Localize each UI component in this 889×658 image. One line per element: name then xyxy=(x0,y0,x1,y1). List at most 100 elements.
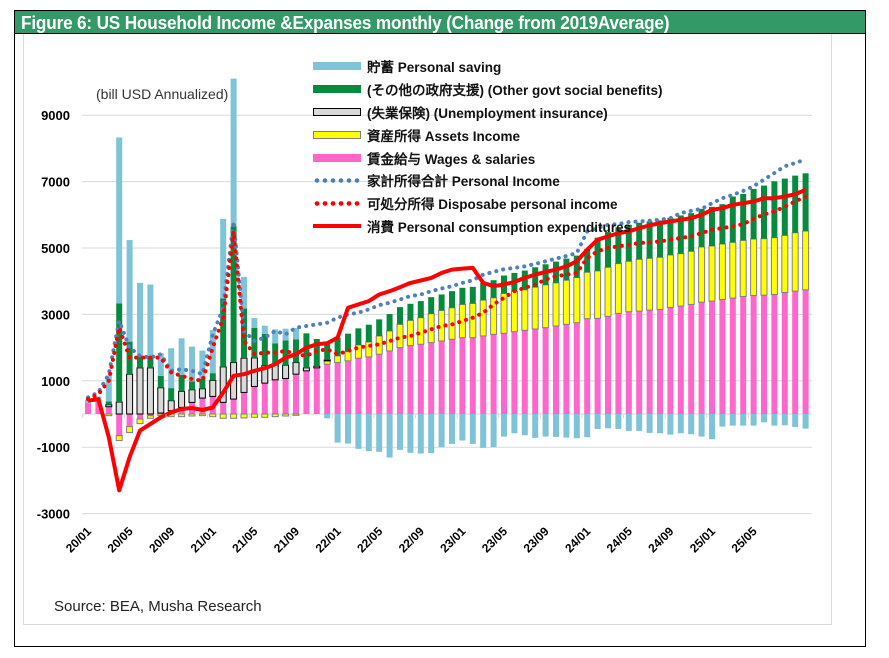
bar-govt xyxy=(282,340,289,366)
bar-govt xyxy=(209,373,216,381)
legend-item-saving: 貯蓄 Personal saving xyxy=(313,55,663,78)
bar-govt xyxy=(355,328,362,345)
bar-assets xyxy=(542,284,550,329)
bar-saving xyxy=(594,414,601,429)
bar-unemployment xyxy=(292,362,300,375)
bar-wages xyxy=(386,350,393,414)
legend-item-consumption: 消費 Personal consumption expenditures xyxy=(313,215,663,238)
bar-wages xyxy=(750,295,757,414)
bar-wages xyxy=(553,326,559,414)
bar-wages xyxy=(355,358,362,414)
bar-govt xyxy=(365,324,372,342)
bar-assets xyxy=(562,279,570,325)
bar-wages xyxy=(220,402,227,414)
bar-saving xyxy=(532,414,539,438)
y-tick-label: -1000 xyxy=(37,440,70,455)
bar-assets xyxy=(791,232,799,292)
bar-wages xyxy=(605,316,611,414)
bar-govt xyxy=(376,319,383,336)
bar-saving xyxy=(667,414,674,435)
bar-govt xyxy=(657,220,663,258)
bar-assets xyxy=(750,238,758,296)
bar-govt xyxy=(417,301,424,318)
bar-govt xyxy=(189,381,195,390)
bar-saving xyxy=(501,414,507,437)
x-tick-label: 21/05 xyxy=(229,524,260,555)
bar-govt xyxy=(729,196,736,243)
bar-govt xyxy=(220,298,227,367)
bar-saving xyxy=(334,414,341,443)
bar-assets xyxy=(261,413,269,418)
bar-wages xyxy=(126,414,133,427)
bar-assets xyxy=(625,260,633,313)
legend-swatch-assets xyxy=(313,130,361,139)
bar-saving xyxy=(771,414,778,426)
bar-assets xyxy=(521,289,529,331)
bar-wages xyxy=(417,344,424,414)
bar-saving xyxy=(376,414,383,452)
legend-item-disposable-income: 可処分所得 Disposabe personal income xyxy=(313,192,663,215)
x-tick-label: 23/09 xyxy=(521,524,552,555)
bar-govt xyxy=(293,339,299,363)
bar-saving xyxy=(729,414,736,426)
bar-saving xyxy=(116,137,123,304)
bar-unemployment xyxy=(136,367,144,415)
bar-wages xyxy=(688,304,695,414)
bar-saving xyxy=(355,414,362,449)
bar-govt xyxy=(792,175,799,233)
bar-govt xyxy=(241,308,247,359)
bar-govt xyxy=(386,314,393,331)
bar-govt xyxy=(532,267,539,288)
bar-assets xyxy=(646,257,654,311)
bar-govt xyxy=(157,375,164,388)
x-tick-label: 25/01 xyxy=(687,524,718,555)
legend-swatch-consumption xyxy=(313,223,361,228)
bar-assets xyxy=(739,239,747,297)
bar-wages xyxy=(438,340,445,414)
bar-govt xyxy=(230,226,237,363)
bar-saving xyxy=(792,414,799,427)
bar-wages xyxy=(282,378,289,414)
x-tick-label: 20/01 xyxy=(63,524,94,555)
bar-saving xyxy=(605,414,611,429)
bar-saving xyxy=(438,414,445,448)
bar-saving xyxy=(137,282,143,356)
legend-label: 賃金給与 Wages & salaries xyxy=(367,151,536,167)
legend-swatch-disposable-income xyxy=(313,200,361,206)
bar-wages xyxy=(709,301,715,414)
bar-assets xyxy=(396,323,404,349)
bar-saving xyxy=(157,353,164,376)
bar-wages xyxy=(636,311,643,414)
bar-assets xyxy=(479,299,487,337)
bar-saving xyxy=(563,414,570,438)
bar-saving xyxy=(168,348,175,389)
bar-wages xyxy=(137,414,143,419)
bar-saving xyxy=(480,414,487,448)
bar-saving xyxy=(386,414,393,458)
x-tick-label: 24/09 xyxy=(645,524,676,555)
bar-unemployment xyxy=(198,388,206,399)
bar-govt xyxy=(178,374,185,392)
bar-saving xyxy=(230,78,237,227)
bar-wages xyxy=(698,302,705,414)
bar-wages xyxy=(792,291,799,414)
bar-assets xyxy=(146,415,154,419)
gridlines xyxy=(82,114,812,515)
bar-assets xyxy=(198,413,206,417)
x-tick-label: 23/05 xyxy=(479,524,510,555)
bar-saving xyxy=(345,414,351,444)
bar-wages xyxy=(771,294,778,414)
bar-assets xyxy=(230,413,238,419)
bar-govt xyxy=(740,193,747,241)
bar-saving xyxy=(397,414,403,450)
bar-assets xyxy=(594,270,602,319)
bar-wages xyxy=(594,318,601,414)
bar-saving xyxy=(761,414,767,423)
bar-assets xyxy=(604,266,612,317)
bar-wages xyxy=(293,374,299,414)
bar-govt xyxy=(116,303,123,403)
y-axis-unit-label: (bill USD Annualized) xyxy=(96,86,229,102)
bar-wages xyxy=(324,364,331,414)
bar-assets xyxy=(105,413,113,417)
